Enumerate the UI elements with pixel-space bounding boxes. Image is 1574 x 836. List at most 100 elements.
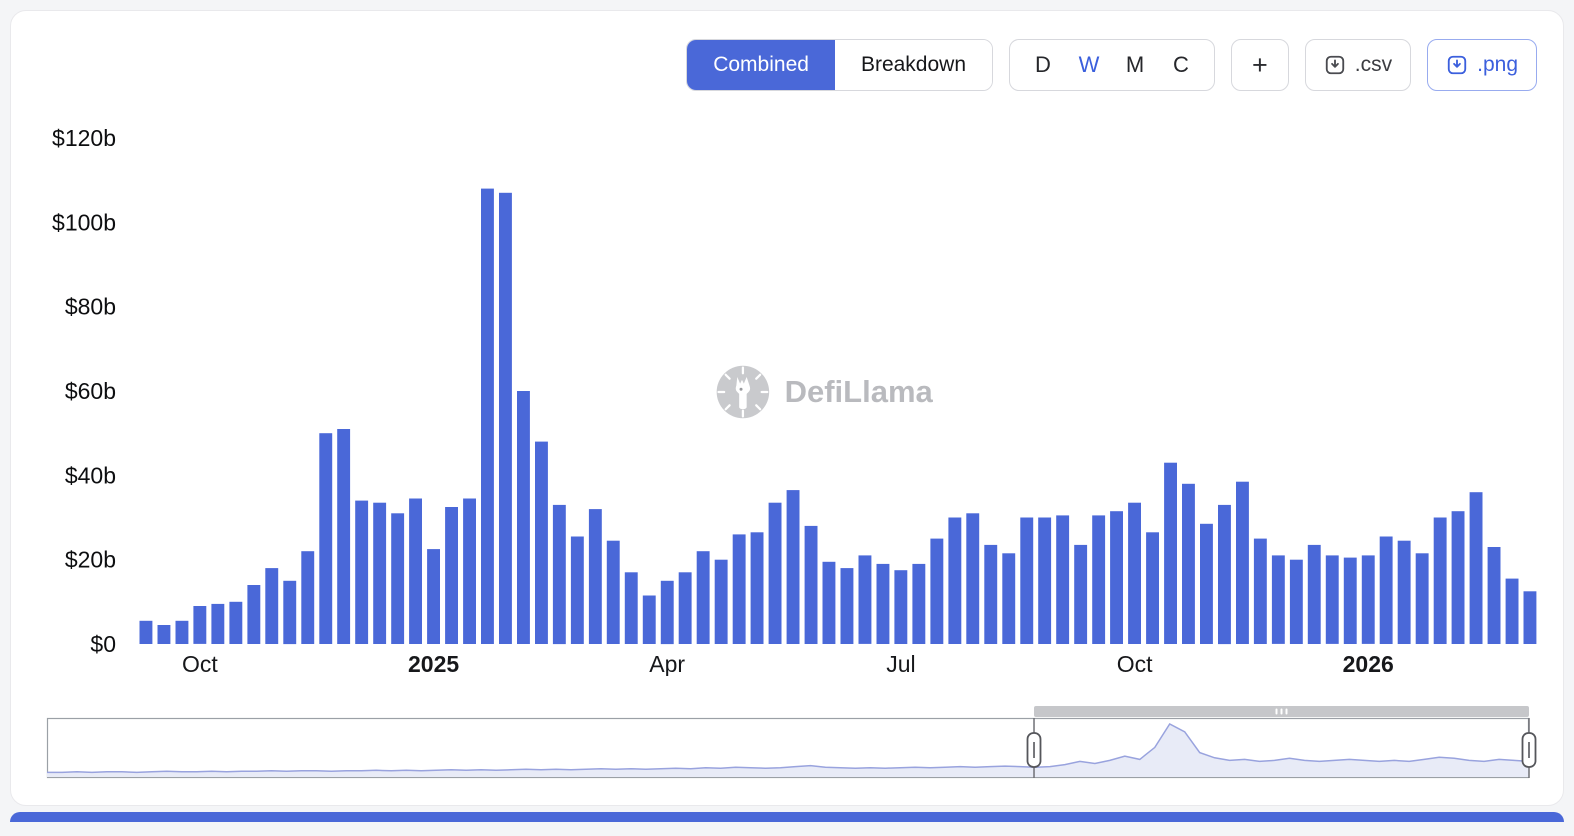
bar[interactable] bbox=[391, 513, 405, 644]
bar[interactable] bbox=[247, 585, 261, 644]
bar[interactable] bbox=[265, 568, 279, 644]
bar[interactable] bbox=[570, 536, 584, 645]
bar[interactable] bbox=[193, 606, 207, 644]
bar[interactable] bbox=[660, 580, 674, 645]
bar[interactable] bbox=[930, 538, 944, 644]
bar[interactable] bbox=[1325, 555, 1339, 644]
bar[interactable] bbox=[1164, 462, 1177, 644]
breakdown-button[interactable]: Breakdown bbox=[834, 40, 992, 90]
bar[interactable] bbox=[606, 540, 620, 644]
bar[interactable] bbox=[786, 490, 800, 644]
bar[interactable] bbox=[1361, 555, 1375, 644]
interval-weekly-button[interactable]: W bbox=[1066, 40, 1112, 90]
bar[interactable] bbox=[337, 429, 351, 644]
bar[interactable] bbox=[1253, 538, 1267, 644]
bar[interactable] bbox=[984, 544, 998, 644]
bar[interactable] bbox=[678, 572, 692, 644]
bar[interactable] bbox=[499, 192, 512, 645]
bar[interactable] bbox=[1110, 511, 1123, 644]
bar[interactable] bbox=[157, 625, 171, 644]
bar[interactable] bbox=[822, 561, 836, 644]
bar[interactable] bbox=[373, 502, 387, 644]
interval-monthly-button[interactable]: M bbox=[1112, 40, 1158, 90]
bar[interactable] bbox=[912, 563, 926, 644]
bar[interactable] bbox=[1182, 483, 1195, 644]
x-axis-label: Oct bbox=[1117, 651, 1153, 676]
brush-grip-icon bbox=[1285, 708, 1288, 715]
bar[interactable] bbox=[229, 601, 243, 644]
bar[interactable] bbox=[283, 580, 297, 645]
bar[interactable] bbox=[463, 498, 476, 645]
add-chart-button[interactable]: + bbox=[1231, 39, 1289, 91]
bar[interactable] bbox=[714, 559, 728, 644]
bar[interactable] bbox=[732, 534, 746, 644]
x-axis-label: Oct bbox=[182, 651, 218, 676]
time-range-brush[interactable] bbox=[41, 706, 1537, 780]
bar[interactable] bbox=[768, 502, 782, 644]
bar[interactable] bbox=[1200, 523, 1213, 644]
bar[interactable] bbox=[1146, 532, 1159, 644]
bar[interactable] bbox=[696, 551, 710, 644]
bar[interactable] bbox=[1451, 511, 1465, 644]
bar[interactable] bbox=[1523, 591, 1537, 644]
bar[interactable] bbox=[894, 570, 908, 644]
bar[interactable] bbox=[1379, 536, 1393, 645]
bar[interactable] bbox=[301, 551, 315, 644]
interval-daily-button[interactable]: D bbox=[1020, 40, 1066, 90]
bar[interactable] bbox=[1397, 540, 1411, 644]
bar[interactable] bbox=[840, 568, 854, 644]
bar[interactable] bbox=[517, 391, 530, 644]
x-axis-label: Apr bbox=[649, 651, 685, 676]
bar[interactable] bbox=[1307, 544, 1321, 644]
bar[interactable] bbox=[1038, 517, 1052, 645]
bar[interactable] bbox=[139, 620, 153, 644]
bar[interactable] bbox=[1236, 481, 1249, 644]
bar[interactable] bbox=[804, 525, 818, 644]
bar[interactable] bbox=[1505, 578, 1519, 644]
toolbar: Combined Breakdown D W M C + .csv .png bbox=[11, 39, 1563, 91]
bar[interactable] bbox=[409, 498, 422, 645]
bar[interactable] bbox=[858, 555, 872, 644]
bar[interactable] bbox=[1002, 553, 1016, 644]
bar[interactable] bbox=[175, 620, 189, 644]
download-csv-button[interactable]: .csv bbox=[1304, 39, 1412, 91]
bar[interactable] bbox=[1092, 515, 1106, 644]
y-axis-label: $100b bbox=[52, 209, 116, 235]
bar[interactable] bbox=[642, 595, 656, 645]
bar[interactable] bbox=[1020, 517, 1034, 645]
bar[interactable] bbox=[876, 563, 890, 644]
bar[interactable] bbox=[1218, 504, 1231, 645]
download-png-button[interactable]: .png bbox=[1427, 39, 1537, 91]
combined-button[interactable]: Combined bbox=[687, 40, 835, 90]
bar[interactable] bbox=[1415, 553, 1429, 644]
bar[interactable] bbox=[1289, 559, 1303, 644]
png-label: .png bbox=[1477, 53, 1518, 76]
x-axis-label: Jul bbox=[886, 651, 915, 676]
bar[interactable] bbox=[1074, 544, 1088, 644]
bar[interactable] bbox=[1433, 517, 1447, 645]
bar[interactable] bbox=[948, 517, 962, 645]
bar[interactable] bbox=[552, 504, 566, 645]
bar[interactable] bbox=[535, 441, 548, 644]
bar[interactable] bbox=[588, 509, 602, 644]
brush-area bbox=[41, 706, 1537, 780]
bar[interactable] bbox=[445, 507, 458, 644]
brush-area-fill bbox=[47, 724, 1529, 777]
bar[interactable] bbox=[1128, 502, 1141, 644]
bar[interactable] bbox=[624, 572, 638, 644]
bar[interactable] bbox=[319, 433, 333, 644]
bar[interactable] bbox=[427, 549, 440, 644]
interval-cumulative-button[interactable]: C bbox=[1158, 40, 1204, 90]
bar[interactable] bbox=[355, 500, 369, 644]
brush-area-line bbox=[47, 723, 1530, 774]
bar[interactable] bbox=[1056, 515, 1070, 644]
bar[interactable] bbox=[966, 513, 980, 644]
bar[interactable] bbox=[1469, 492, 1483, 644]
bar[interactable] bbox=[1343, 557, 1357, 644]
bar[interactable] bbox=[1271, 555, 1285, 644]
bar[interactable] bbox=[481, 188, 494, 644]
bar[interactable] bbox=[211, 603, 225, 644]
y-axis-label: $40b bbox=[65, 462, 116, 488]
bar[interactable] bbox=[750, 532, 764, 644]
bar[interactable] bbox=[1487, 547, 1501, 644]
